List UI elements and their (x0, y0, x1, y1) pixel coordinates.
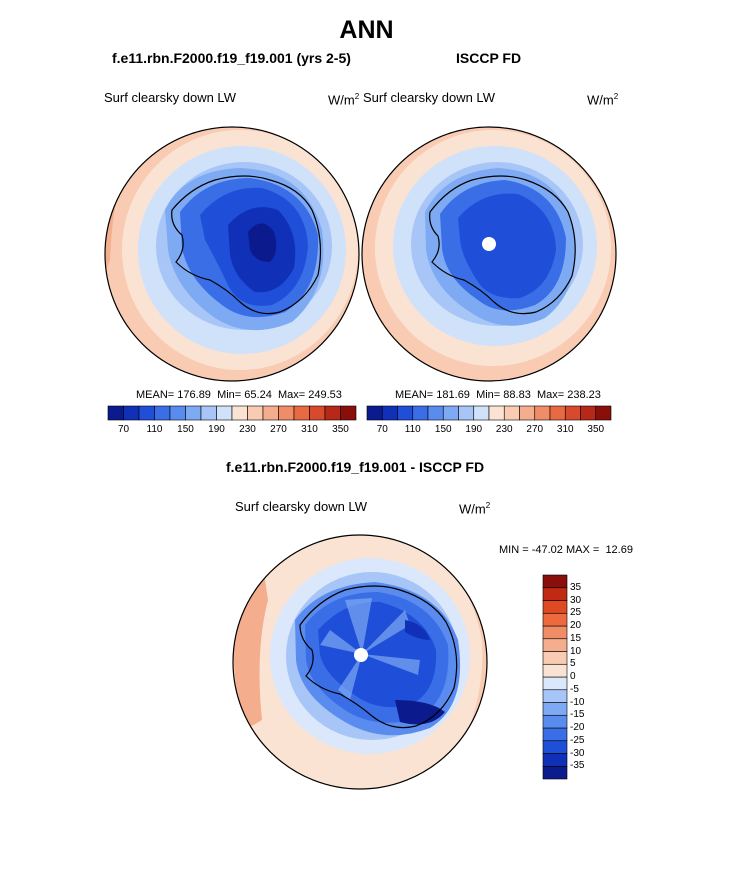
colorbar-tick-label: -20 (570, 722, 585, 733)
colorbar-tick-label: 270 (270, 424, 287, 435)
colorbar-swatch (542, 740, 568, 754)
panel2-variable-label: Surf clearsky down LW (363, 90, 495, 105)
colorbar-tick-label: 110 (146, 424, 163, 435)
colorbar-tick-label: -5 (570, 683, 579, 695)
colorbar-tick-label: 310 (301, 424, 318, 435)
colorbar-tick-label: 310 (556, 424, 574, 435)
colorbar-tick-label: -30 (570, 747, 585, 759)
panel3-colorbar-ticks: -35 -30 -25 -20 -15 -10 -5 0 5 10 15 20 25 30 35 (570, 575, 600, 779)
colorbar-tick-label: 270 (526, 424, 544, 435)
panel2-stats: MEAN= 181.69 Min= 88.83 Max= 238.23 (395, 389, 601, 401)
colorbar-swatch (542, 676, 568, 691)
colorbar-tick-label: 230 (239, 424, 256, 435)
colorbar-tick-label: -15 (570, 709, 585, 721)
colorbar-tick-label: 150 (177, 424, 194, 435)
colorbar-tick-label: 350 (587, 424, 605, 435)
colorbar-swatch (340, 405, 357, 421)
panel1-units: W/m2 (328, 92, 360, 108)
panel3-variable-label: Surf clearsky down LW (235, 499, 367, 514)
colorbar-tick-label: 110 (404, 424, 421, 435)
colorbar-swatch (542, 574, 568, 589)
panel3-case-title: f.e11.rbn.F2000.f19_f19.001 - ISCCP FD (226, 459, 485, 475)
colorbar-swatch (542, 753, 568, 767)
colorbar-tick-label: -10 (570, 696, 585, 708)
colorbar-swatch (542, 600, 568, 614)
colorbar-tick-label: 5 (570, 658, 576, 670)
colorbar-tick-label: 0 (570, 671, 576, 682)
colorbar-tick-label: 70 (117, 424, 130, 435)
colorbar-swatch (542, 663, 568, 678)
colorbar-tick-label: 190 (465, 424, 483, 435)
colorbar-tick-label: 30 (570, 594, 582, 606)
colorbar-swatch (595, 405, 612, 421)
colorbar-swatch (542, 651, 568, 665)
panel1-case-title: f.e11.rbn.F2000.f19_f19.001 (yrs 2-5) (112, 50, 351, 66)
colorbar-tick-label: -35 (570, 760, 585, 772)
colorbar-tick-label: 25 (570, 607, 582, 619)
panel1-colorbar-ticks: 70 110 150 190 230 270 310 350 (108, 424, 356, 438)
colorbar-tick-label: 350 (332, 424, 349, 435)
colorbar-swatch (542, 638, 568, 652)
colorbar-swatch (542, 612, 568, 627)
panel3-colorbar (542, 574, 568, 780)
panel2-colorbar-ticks: 70 110 150 190 230 270 310 350 (367, 424, 611, 438)
colorbar-tick-label: 190 (208, 424, 225, 435)
colorbar-tick-label: 20 (570, 620, 582, 631)
panel1-stats: MEAN= 176.89 Min= 65.24 Max= 249.53 (136, 389, 342, 401)
colorbar-tick-label: 15 (570, 632, 582, 644)
panel3-units: W/m2 (459, 501, 491, 517)
colorbar-tick-label: 70 (376, 424, 388, 435)
colorbar-swatch (542, 702, 568, 716)
colorbar-tick-label: 35 (570, 581, 582, 593)
colorbar-tick-label: 10 (570, 645, 582, 657)
colorbar-swatch (542, 714, 568, 729)
colorbar-swatch (542, 625, 568, 640)
colorbar-swatch (542, 727, 568, 742)
panel3-stats: MIN = -47.02 MAX = 12.69 (499, 544, 633, 556)
panel2-units: W/m2 (587, 92, 619, 108)
figure-title: ANN (339, 16, 394, 44)
panel1-colorbar (107, 405, 357, 421)
panel2-case-title: ISCCP FD (456, 50, 522, 66)
panel2-colorbar (366, 405, 612, 421)
panel1-variable-label: Surf clearsky down LW (104, 90, 236, 105)
colorbar-swatch (542, 765, 568, 780)
colorbar-tick-label: 230 (495, 424, 513, 435)
colorbar-swatch (542, 587, 568, 601)
colorbar-swatch (542, 689, 568, 703)
colorbar-tick-label: 150 (434, 424, 452, 435)
colorbar-tick-label: -25 (570, 734, 585, 746)
